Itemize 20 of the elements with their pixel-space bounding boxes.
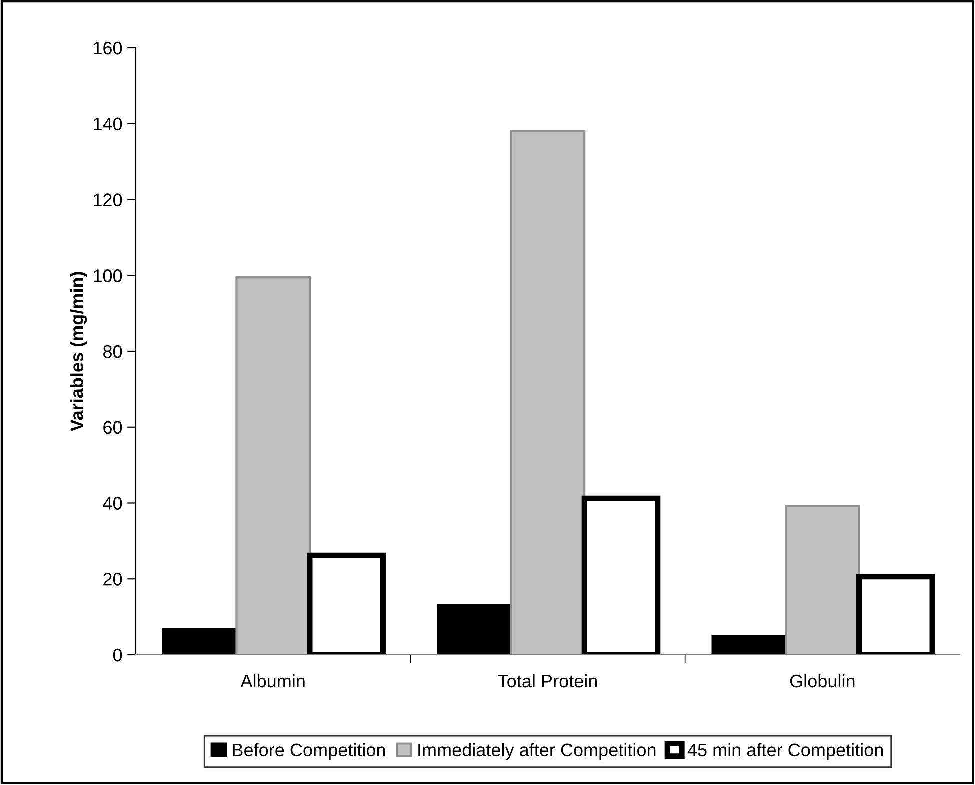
legend-label: Before Competition bbox=[233, 743, 386, 760]
bar bbox=[437, 604, 512, 655]
x-tick-label: Albumin bbox=[240, 674, 305, 688]
y-tick-label: 140 bbox=[94, 118, 122, 131]
bar bbox=[510, 130, 586, 655]
y-tick-label: 100 bbox=[94, 270, 122, 282]
x-tick-label: Total Protein bbox=[498, 674, 598, 688]
legend-label: 45 min after Competition bbox=[688, 743, 883, 760]
bar bbox=[162, 628, 238, 655]
y-tick-label: 120 bbox=[94, 194, 122, 206]
bar bbox=[236, 276, 311, 655]
x-tick-label: Globulin bbox=[790, 674, 855, 688]
legend-label: Immediately after Competition bbox=[418, 743, 656, 760]
y-tick-label: 40 bbox=[103, 497, 122, 510]
y-tick-label: 60 bbox=[104, 421, 122, 434]
y-tick-label: 160 bbox=[94, 42, 122, 55]
y-tick-label: 0 bbox=[113, 648, 122, 662]
y-axis-title: Variables (mg/min) bbox=[70, 272, 88, 432]
y-tick-label: 80 bbox=[104, 345, 122, 358]
y-tick-label: 20 bbox=[104, 573, 122, 586]
